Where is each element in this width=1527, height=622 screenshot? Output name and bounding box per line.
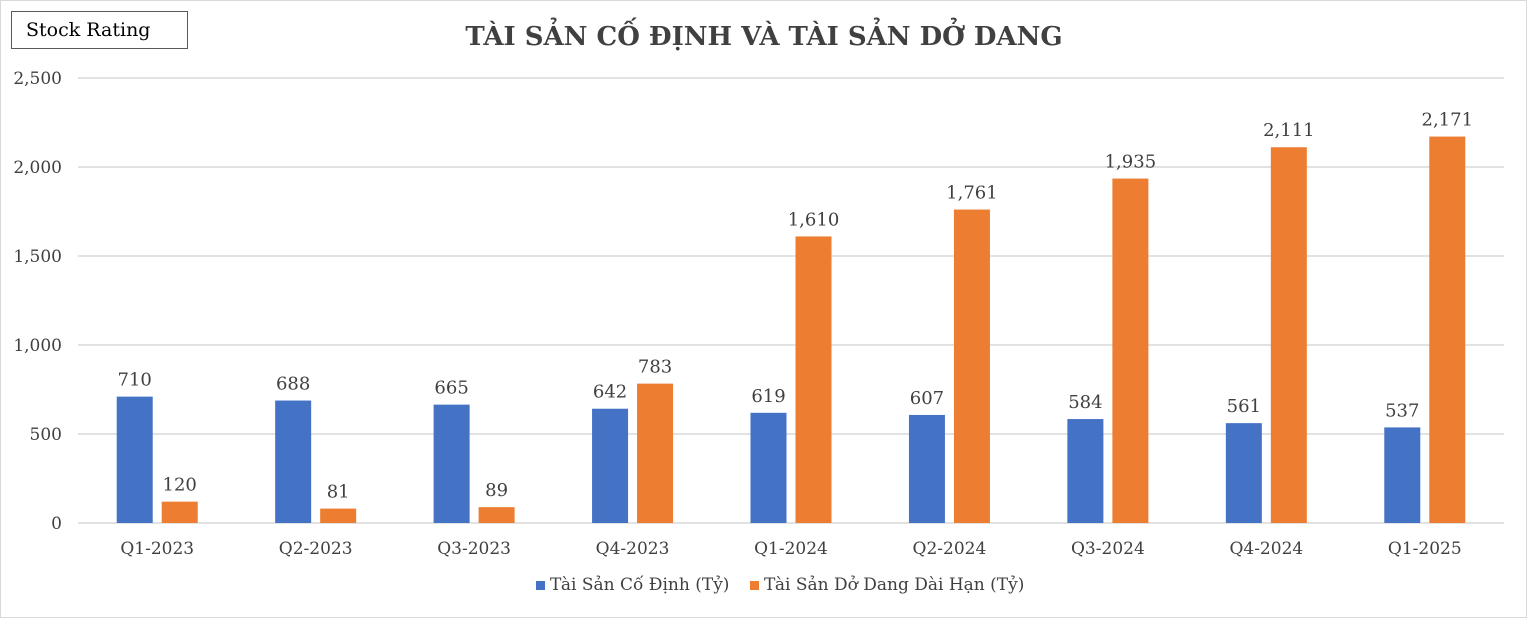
data-label: 1,761	[946, 183, 998, 204]
data-label: 710	[118, 370, 152, 391]
data-label: 665	[434, 378, 468, 399]
bar-series-1	[116, 396, 153, 523]
data-label: 607	[910, 388, 944, 409]
x-tick-label: Q2-2024	[913, 539, 987, 559]
bar-series-2	[637, 383, 674, 523]
bar-series-2	[320, 508, 357, 523]
legend-swatch	[536, 581, 545, 590]
bar-series-1	[1384, 427, 1421, 523]
data-label: 1,610	[788, 209, 840, 230]
x-tick-label: Q1-2025	[1388, 539, 1462, 559]
x-tick-label: Q1-2023	[120, 539, 194, 559]
bar-series-1	[1067, 419, 1104, 523]
bar-series-2	[795, 236, 832, 524]
x-tick-label: Q2-2023	[279, 539, 353, 559]
bar-series-1	[275, 400, 312, 523]
data-label: 619	[751, 386, 785, 407]
y-tick-label: 500	[30, 425, 62, 445]
legend-swatch	[750, 581, 759, 590]
stock-rating-badge: Stock Rating	[11, 11, 188, 49]
bar-series-1	[592, 408, 629, 523]
x-tick-label: Q3-2024	[1071, 539, 1145, 559]
data-label: 537	[1385, 400, 1419, 421]
bar-series-2	[953, 209, 990, 524]
bar-series-2	[478, 507, 515, 523]
bar-series-1	[1225, 423, 1262, 523]
data-label: 584	[1068, 392, 1102, 413]
legend-label: Tài Sản Cố Định (Tỷ)	[550, 575, 729, 595]
bar-series-1	[433, 404, 470, 523]
legend-label: Tài Sản Dở Dang Dài Hạn (Tỷ)	[764, 575, 1024, 595]
bar-series-2	[161, 501, 198, 523]
data-label: 688	[276, 374, 310, 395]
x-tick-label: Q3-2023	[437, 539, 511, 559]
data-label: 1,935	[1105, 152, 1157, 173]
bar-series-2	[1112, 178, 1149, 523]
data-label: 783	[638, 357, 672, 378]
x-tick-label: Q1-2024	[754, 539, 828, 559]
bar-series-2	[1429, 136, 1466, 523]
y-tick-label: 2,000	[13, 158, 62, 178]
x-tick-label: Q4-2024	[1229, 539, 1303, 559]
data-label: 2,171	[1422, 110, 1474, 131]
y-tick-label: 1,500	[13, 247, 62, 267]
x-tick-label: Q4-2023	[596, 539, 670, 559]
y-tick-label: 1,000	[13, 336, 62, 356]
data-label: 642	[593, 382, 627, 403]
bar-series-2	[1270, 147, 1307, 523]
data-label: 81	[327, 482, 350, 503]
chart-title: TÀI SẢN CỐ ĐỊNH VÀ TÀI SẢN DỞ DANG	[465, 17, 1062, 52]
bar-series-1	[908, 414, 945, 523]
data-label: 89	[485, 480, 508, 501]
data-label: 561	[1227, 396, 1261, 417]
data-label: 120	[163, 475, 197, 496]
bar-series-1	[750, 412, 787, 523]
y-tick-label: 0	[51, 514, 62, 534]
data-label: 2,111	[1263, 120, 1315, 141]
y-tick-label: 2,500	[13, 69, 62, 89]
